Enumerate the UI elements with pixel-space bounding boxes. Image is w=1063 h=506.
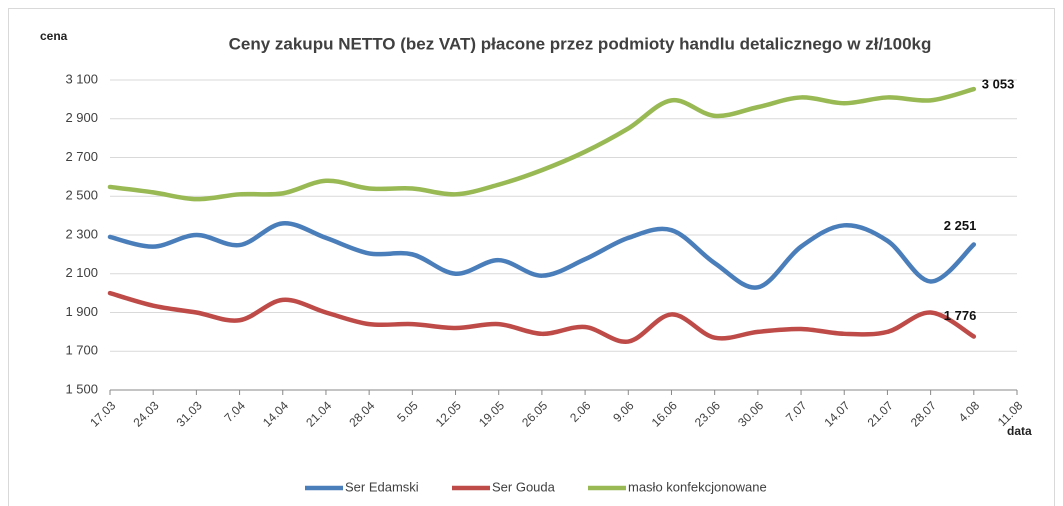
chart-border — [8, 8, 1055, 506]
y-tick-label: 2 900 — [65, 110, 98, 125]
x-tick-label: 21.04 — [303, 398, 334, 429]
y-tick-label: 1 900 — [65, 304, 98, 319]
data-label: 2 251 — [944, 218, 977, 233]
x-tick-label: 9.06 — [610, 398, 637, 425]
x-tick-label: 2.06 — [567, 398, 594, 425]
chart-title: Ceny zakupu NETTO (bez VAT) płacone prze… — [229, 34, 932, 53]
y-axis-label: cena — [40, 29, 68, 43]
x-tick-label: 28.07 — [908, 398, 939, 429]
x-tick-label: 19.05 — [476, 398, 507, 429]
x-tick-label: 17.03 — [87, 398, 118, 429]
y-tick-label: 1 700 — [65, 343, 98, 358]
x-tick-label: 24.03 — [130, 398, 161, 429]
x-tick-label: 30.06 — [735, 398, 766, 429]
data-label: 1 776 — [944, 308, 977, 323]
x-tick-label: 7.04 — [222, 398, 249, 425]
y-tick-label: 2 500 — [65, 188, 98, 203]
x-tick-label: 4.08 — [956, 398, 983, 425]
legend-label: Ser Gouda — [492, 479, 556, 494]
y-tick-label: 2 300 — [65, 226, 98, 241]
x-tick-label: 12.05 — [433, 398, 464, 429]
x-tick-label: 16.06 — [649, 398, 680, 429]
x-tick-label: 28.04 — [346, 398, 377, 429]
y-tick-label: 2 700 — [65, 149, 98, 164]
y-tick-label: 3 100 — [65, 71, 98, 86]
legend-label: Ser Edamski — [345, 479, 419, 494]
y-tick-label: 1 500 — [65, 381, 98, 396]
data-label: 3 053 — [982, 77, 1015, 92]
x-tick-label: 26.05 — [519, 398, 550, 429]
x-tick-label: 5.05 — [394, 398, 421, 425]
x-axis-label: data — [1007, 424, 1032, 438]
x-tick-label: 14.07 — [821, 398, 852, 429]
legend-label: masło konfekcjonowane — [628, 479, 767, 494]
series-line — [107, 86, 977, 202]
y-tick-label: 2 100 — [65, 265, 98, 280]
x-tick-label: 31.03 — [174, 398, 205, 429]
x-tick-label: 23.06 — [692, 398, 723, 429]
series-line — [107, 290, 977, 344]
series-line — [107, 221, 977, 290]
x-tick-label: 7.07 — [783, 398, 810, 425]
x-tick-label: 14.04 — [260, 398, 291, 429]
x-tick-label: 21.07 — [865, 398, 896, 429]
